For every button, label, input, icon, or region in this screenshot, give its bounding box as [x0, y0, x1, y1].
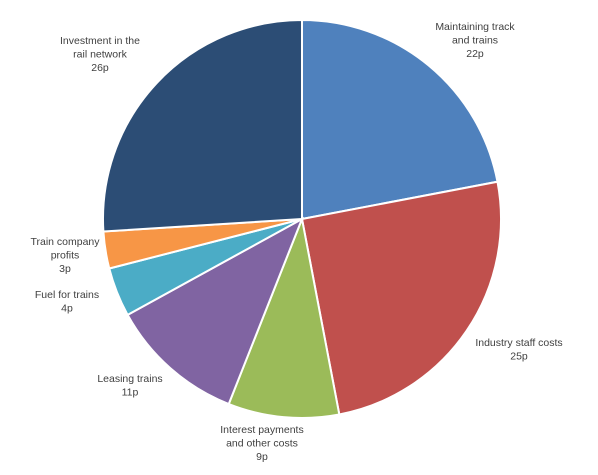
- slice-label-leasing-trains: Leasing trains 11p: [97, 373, 162, 399]
- slice-value-label: 22p: [466, 48, 484, 60]
- slice-value-label: 9p: [256, 451, 268, 463]
- pie-labels: Maintaining track and trains 22p Industry s…: [30, 21, 562, 463]
- slice-name-line: and trains: [452, 35, 498, 47]
- slice-value-label: 11p: [122, 387, 139, 399]
- pie-slice-investment-in-the-rail-network: [101, 18, 303, 233]
- slice-name-line: Fuel for trains: [35, 289, 99, 301]
- pie-slices: [101, 18, 502, 419]
- slice-label-industry-staff-costs: Industry staff costs 25p: [475, 337, 562, 363]
- slice-value-label: 25p: [510, 351, 528, 363]
- slice-value-label: 4p: [61, 303, 73, 315]
- slice-value-label: 3p: [59, 263, 71, 275]
- pie-slice-leasing-trains: [126, 216, 304, 406]
- slice-label-investment-in-the-rail-network: Investment in the rail network 26p: [60, 35, 140, 74]
- slice-name-line: Investment in the: [60, 35, 140, 47]
- slice-label-train-company-profits: Train company profits 3p: [30, 236, 100, 275]
- slice-value-label: 26p: [91, 62, 109, 74]
- slice-name-line: Maintaining track: [435, 21, 515, 33]
- slice-name-line: profits: [51, 250, 80, 262]
- slice-label-maintaining-track-and-trains: Maintaining track and trains 22p: [435, 21, 515, 60]
- slice-name-line: Interest payments: [220, 424, 303, 436]
- slice-name-line: rail network: [73, 49, 127, 61]
- slice-name-line: and other costs: [226, 438, 298, 450]
- pie-slice-interest-payments-and-other-costs: [227, 215, 341, 419]
- slice-label-interest-payments-and-other-costs: Interest payments and other costs 9p: [220, 424, 303, 463]
- slice-name-line: Leasing trains: [97, 373, 162, 385]
- slice-label-fuel-for-trains: Fuel for trains 4p: [35, 289, 99, 315]
- slice-name-line: Train company: [30, 236, 100, 248]
- pie-slice-industry-staff-costs: [300, 180, 502, 416]
- slice-name-line: Industry staff costs: [475, 337, 562, 349]
- pie-slice-maintaining-track-and-trains: [301, 18, 499, 221]
